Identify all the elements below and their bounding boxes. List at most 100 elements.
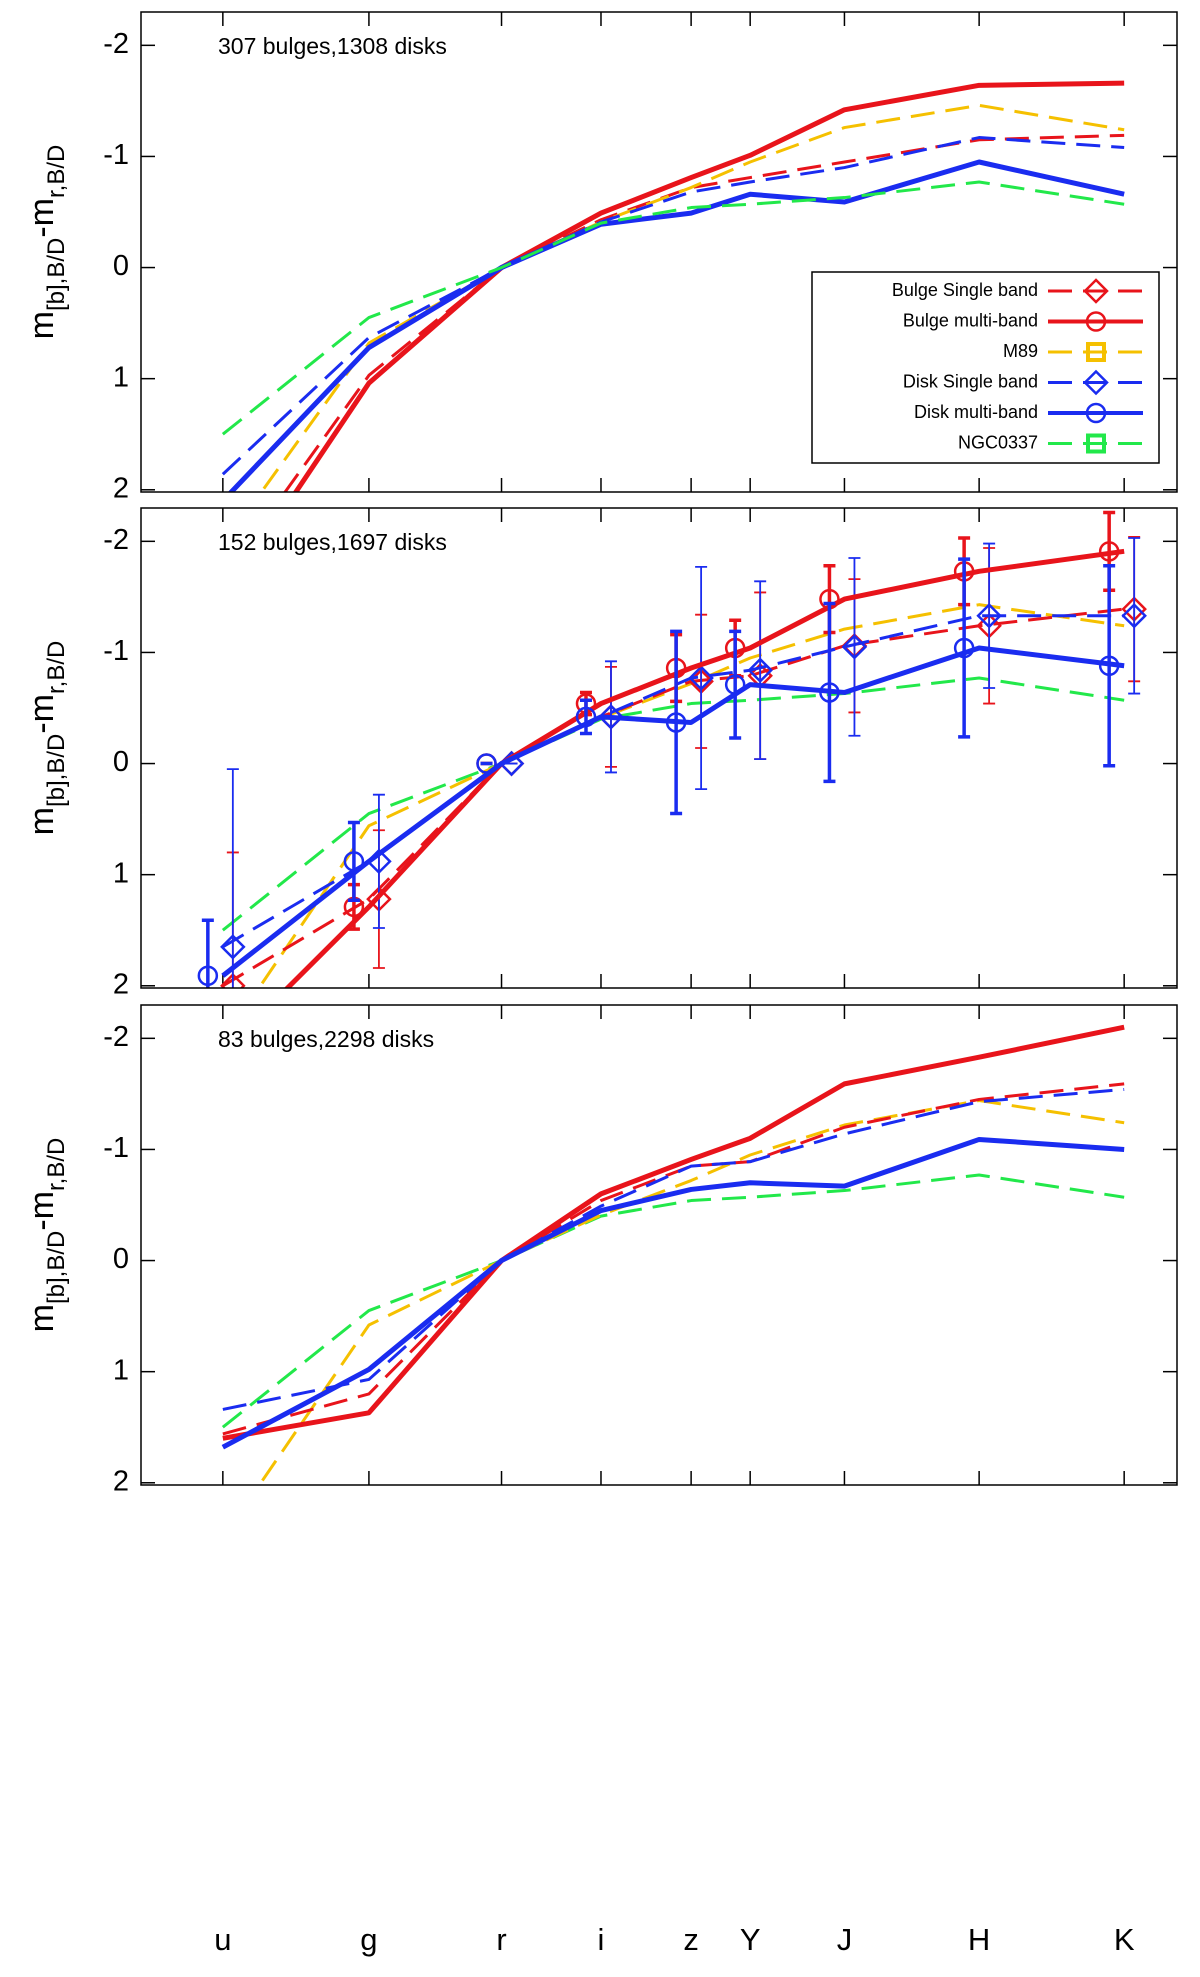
error-bar (347, 820, 360, 902)
y-tick-label: 0 (113, 1243, 129, 1275)
series-line (227, 159, 1125, 492)
plot-frame (140, 11, 1178, 493)
legend-marker (1083, 278, 1109, 304)
x-tick-label: r (496, 1922, 506, 1957)
annotation: 83 bulges,2298 disks (218, 1026, 434, 1052)
error-bar (1103, 564, 1116, 768)
x-tick-label: g (360, 1922, 377, 1957)
x-tick-label: u (214, 1922, 231, 1957)
error-bar (754, 580, 767, 761)
y-tick-label: 1 (113, 857, 129, 889)
plot-area (221, 1024, 1125, 1485)
x-tick-label: K (1114, 1922, 1135, 1957)
marker (953, 637, 975, 659)
x-tick-label: z (683, 1922, 699, 1957)
y-tick-label: 2 (113, 968, 129, 1000)
series-line (221, 1173, 1125, 1429)
marker (598, 704, 624, 730)
error-bar (201, 918, 214, 988)
y-tick-label: -1 (103, 139, 129, 171)
y-tick-label: 1 (113, 1354, 129, 1386)
marker (819, 682, 840, 703)
y-tick-label: -2 (103, 524, 129, 556)
marker (199, 1043, 217, 1061)
y-label-part: -m (23, 694, 61, 734)
marker (575, 706, 597, 728)
legend-label: NGC0337 (958, 432, 1038, 452)
marker (220, 934, 246, 960)
series-line (221, 676, 1125, 932)
plot-frame (140, 507, 1178, 989)
marker (1098, 655, 1120, 677)
legend-marker (1086, 433, 1106, 454)
x-tick-label: Y (740, 1922, 761, 1957)
error-bar (729, 629, 742, 740)
y-tick-label: 2 (113, 1465, 129, 1497)
legend-label: Disk Single band (903, 371, 1038, 391)
legend-box (811, 271, 1160, 464)
error-bar (579, 698, 592, 736)
y-tick-label: 2 (113, 472, 129, 504)
series-line (221, 136, 1125, 476)
legend-label: Bulge Single band (892, 280, 1038, 300)
y-label-part: m (23, 311, 61, 339)
y-axis-label: m[b],B/D-mr,B/D (23, 641, 70, 836)
y-label-part: r,B/D (43, 1138, 70, 1191)
y-label-part: m (23, 807, 61, 835)
error-bar (1128, 537, 1141, 695)
series-line (222, 1024, 1125, 1441)
y-label-part: [b],B/D (43, 238, 70, 311)
y-tick-label: -2 (103, 1021, 129, 1053)
x-tick-label: i (598, 1922, 605, 1957)
series-line (283, 548, 1125, 988)
error-bar (372, 793, 385, 929)
y-label-part: -m (23, 1191, 61, 1231)
series-line (292, 80, 1125, 492)
error-bar (695, 565, 708, 791)
y-label-part: -m (23, 198, 61, 238)
legend-marker (1085, 402, 1107, 424)
error-bar (202, 1019, 214, 1086)
series-line (221, 180, 1125, 436)
plot-area (197, 510, 1147, 1086)
plot-frame (140, 1004, 1178, 1486)
marker (665, 712, 687, 733)
annotation: 152 bulges,1697 disks (218, 529, 447, 555)
legend-marker (1085, 311, 1107, 332)
series-line (257, 1099, 1125, 1485)
legend-marker (1086, 342, 1106, 362)
x-tick-label: J (837, 1922, 853, 1957)
error-bar (823, 601, 836, 784)
legend-label: M89 (1003, 341, 1038, 361)
y-tick-label: -2 (103, 28, 129, 60)
error-bar (670, 629, 683, 816)
marker (724, 674, 746, 695)
y-axis-label: m[b],B/D-mr,B/D (23, 145, 70, 340)
legend-marker (1083, 369, 1109, 396)
plot-area (221, 80, 1125, 492)
legend-label: Disk multi-band (914, 402, 1038, 422)
series-line (221, 1136, 1125, 1450)
y-label-part: r,B/D (43, 641, 70, 694)
marker (343, 851, 365, 872)
y-label-part: m (23, 1304, 61, 1332)
y-tick-label: -1 (103, 1132, 129, 1164)
y-tick-label: 0 (113, 250, 129, 282)
y-tick-label: -1 (103, 635, 129, 667)
error-bar (848, 557, 861, 737)
marker (688, 665, 714, 691)
marker (1121, 603, 1147, 629)
series-line (222, 1082, 1125, 1436)
error-bar (226, 768, 239, 988)
y-label-part: [b],B/D (43, 734, 70, 807)
x-tick-label: H (968, 1922, 990, 1957)
error-bar (958, 557, 971, 739)
annotation: 307 bulges,1308 disks (218, 33, 447, 59)
y-axis-label: m[b],B/D-mr,B/D (23, 1138, 70, 1333)
marker (747, 657, 773, 683)
marker (1098, 541, 1120, 562)
series-line (259, 103, 1125, 492)
marker (841, 634, 868, 660)
marker (220, 973, 246, 988)
